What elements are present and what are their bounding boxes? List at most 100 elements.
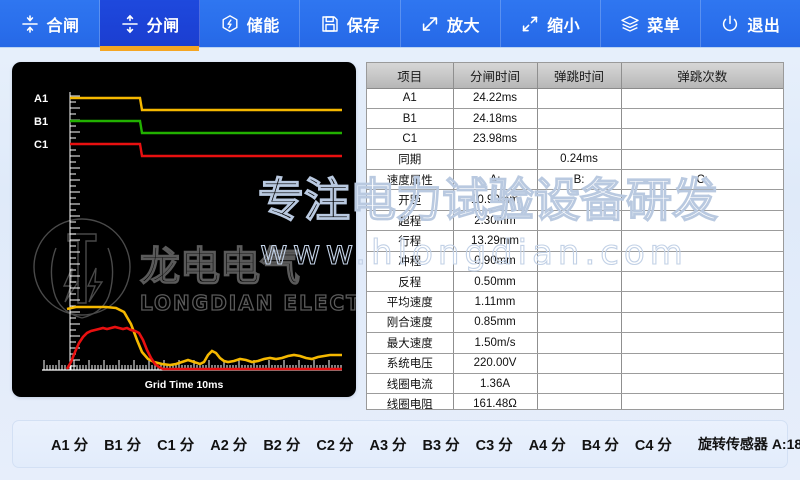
table-row[interactable]: A1 24.22ms (367, 88, 783, 109)
table-row[interactable]: 速度属性 A: B: C: (367, 169, 783, 191)
table-cell (621, 332, 783, 354)
phase-status-chip[interactable]: B1 分 (104, 437, 142, 454)
table-cell (537, 108, 622, 130)
phase-status-chip[interactable]: B4 分 (581, 437, 619, 454)
phase-status-chip[interactable]: A4 分 (528, 437, 566, 454)
table-row[interactable]: B1 24.18ms (367, 108, 783, 130)
table-cell (537, 373, 622, 395)
chart-trace-a1 (70, 96, 342, 112)
toolbar-button-label: 合闸 (46, 17, 80, 35)
toolbar-button-zoom-in[interactable]: 放大 (400, 0, 501, 47)
main-toolbar: 合闸 分闸 储能 (0, 0, 800, 51)
diverge-arrows-icon (120, 14, 140, 34)
phase-status-chip[interactable]: C1 分 (157, 437, 195, 454)
table-row-label: 开距 (367, 189, 454, 211)
expand-arrows-icon (420, 14, 440, 34)
table-cell (537, 210, 622, 232)
toolbar-button-energy-storage[interactable]: 储能 (200, 0, 301, 47)
toolbar-button-exit[interactable]: 退出 (700, 0, 800, 47)
table-row[interactable]: 行程 13.29mm (367, 230, 783, 252)
toolbar-button-label: 分闸 (146, 17, 180, 35)
chart-channel-label-c1: C1 (34, 139, 48, 151)
phase-status-chip[interactable]: C3 分 (475, 437, 513, 454)
table-cell: C: (621, 169, 783, 191)
table-cell (537, 353, 622, 374)
table-row[interactable]: 开距 10.99mm (367, 189, 783, 211)
toolbar-button-open-breaker[interactable]: 分闸 (100, 0, 201, 51)
phase-status-chip[interactable]: A3 分 (369, 437, 407, 454)
table-cell (621, 251, 783, 273)
phase-status-chip[interactable]: C2 分 (316, 437, 354, 454)
table-cell (621, 291, 783, 313)
phase-status-chip[interactable]: A2 分 (210, 437, 248, 454)
chart-trace-b1 (70, 119, 342, 135)
table-cell: 24.18ms (453, 108, 538, 130)
waveform-chart-panel[interactable]: 龙电电气 LONGDIAN ELECTRIC (12, 62, 356, 397)
table-header-cell: 弹跳时间 (537, 63, 622, 89)
table-row-label: 最大速度 (367, 332, 454, 354)
power-exit-icon (720, 14, 740, 34)
table-cell: 10.99mm (453, 189, 538, 211)
table-row[interactable]: 线圈电流 1.36A (367, 373, 783, 395)
phase-chip-group: A1 分 B1 分 C1 分 A2 分 B2 分 C2 分 A3 分 B3 分 C3 分 A4 分… (51, 434, 688, 455)
table-row[interactable]: 冲程 0.90mm (367, 251, 783, 273)
table-row[interactable]: 超程 2.30mm (367, 210, 783, 232)
table-header-cell: 弹跳次数 (621, 63, 783, 89)
table-row[interactable]: C1 23.98ms (367, 128, 783, 150)
toolbar-button-save[interactable]: 保存 (300, 0, 401, 47)
toolbar-button-label: 保存 (346, 17, 380, 35)
table-row[interactable]: 刚合速度 0.85mm (367, 312, 783, 334)
phase-status-chip[interactable]: B2 分 (263, 437, 301, 454)
table-cell (621, 128, 783, 150)
table-row-label: 反程 (367, 271, 454, 293)
table-row-label: B1 (367, 108, 454, 130)
table-cell (621, 230, 783, 252)
table-cell (537, 251, 622, 273)
table-row-label: 冲程 (367, 251, 454, 273)
table-body: A1 24.22ms B1 24.18ms C1 23.98ms 同期 0.24ms 速度属性 A… (367, 88, 783, 409)
toolbar-button-menu[interactable]: 菜单 (600, 0, 701, 47)
toolbar-button-label: 储能 (246, 17, 280, 35)
table-cell: 1.11mm (453, 291, 538, 313)
table-cell (621, 149, 783, 171)
toolbar-button-close-breaker[interactable]: 合闸 (0, 0, 101, 47)
hexagon-bolt-icon (220, 14, 240, 34)
table-row[interactable]: 最大速度 1.50m/s (367, 332, 783, 354)
contract-arrows-icon (520, 14, 540, 34)
table-cell (537, 312, 622, 334)
table-cell: 24.22ms (453, 88, 538, 109)
table-row[interactable]: 线圈电阻 161.48Ω (367, 393, 783, 409)
table-cell (537, 393, 622, 409)
table-row-label: 线圈电阻 (367, 393, 454, 409)
table-header-row: 项目 分闸时间 弹跳时间 弹跳次数 (367, 63, 783, 89)
table-cell: 0.24ms (537, 149, 622, 171)
toolbar-button-zoom-out[interactable]: 缩小 (500, 0, 601, 47)
svg-text:LONGDIAN ELECTRIC: LONGDIAN ELECTRIC (140, 291, 356, 315)
table-cell (621, 189, 783, 211)
table-row-label: 刚合速度 (367, 312, 454, 334)
table-row-label: 线圈电流 (367, 373, 454, 395)
table-cell (453, 149, 538, 171)
table-header-cell: 项目 (367, 63, 454, 89)
phase-status-chip[interactable]: A1 分 (51, 437, 89, 454)
phase-status-chip[interactable]: B3 分 (422, 437, 460, 454)
table-cell (537, 128, 622, 150)
table-cell: 1.36A (453, 373, 538, 395)
table-row-label: 平均速度 (367, 291, 454, 313)
phase-status-chip[interactable]: C4 分 (634, 437, 672, 454)
table-row[interactable]: 反程 0.50mm (367, 271, 783, 293)
table-row[interactable]: 平均速度 1.11mm (367, 291, 783, 313)
chart-channel-label-b1: B1 (34, 116, 48, 128)
table-row[interactable]: 系统电压 220.00V (367, 353, 783, 374)
table-cell: 220.00V (453, 353, 538, 374)
table-row-label: 同期 (367, 149, 454, 171)
table-row-label: 超程 (367, 210, 454, 232)
table-row[interactable]: 同期 0.24ms (367, 149, 783, 171)
table-cell (621, 271, 783, 293)
chart-logo-watermark: 龙电电气 LONGDIAN ELECTRIC (33, 218, 356, 319)
table-cell: 0.85mm (453, 312, 538, 334)
table-cell: 2.30mm (453, 210, 538, 232)
measurement-table-panel[interactable]: 项目 分闸时间 弹跳时间 弹跳次数 A1 24.22ms B1 24.18ms C1 23… (366, 62, 784, 410)
table-cell (621, 108, 783, 130)
table-cell (621, 312, 783, 334)
